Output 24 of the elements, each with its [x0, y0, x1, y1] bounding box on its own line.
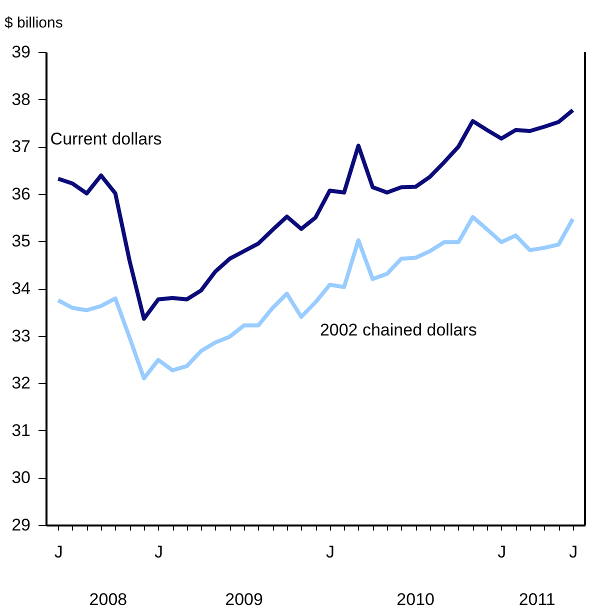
y-tick-label: 39 [12, 42, 30, 62]
y-tick-label: 35 [12, 232, 30, 251]
y-axis-title: $ billions [4, 14, 63, 32]
x-tick-label: J [326, 542, 335, 562]
y-tick-label: 33 [12, 326, 30, 346]
x-tick-label: J [498, 542, 506, 562]
y-tick-label: 38 [12, 90, 30, 109]
text: 2011 [518, 590, 556, 609]
y-tick-label: 37 [12, 137, 30, 156]
x-tick-label: J [569, 542, 578, 562]
text: 2009 [225, 590, 263, 609]
line-series [56, 215, 575, 380]
y-tick-label: 32 [12, 374, 30, 393]
x-tick-label: J [154, 542, 163, 562]
y-tick-label: 30 [12, 468, 30, 488]
series-label: 2002 chained dollars [320, 320, 477, 340]
x-tick-label: J [54, 542, 63, 562]
y-tick-label: 29 [12, 516, 30, 534]
text: 2008 [89, 590, 128, 609]
text: 2010 [396, 590, 434, 609]
y-tick-label: 31 [12, 420, 30, 440]
series-label: Current dollars [50, 129, 162, 148]
y-tick-label: 36 [12, 184, 30, 204]
y-tick-label: 34 [12, 279, 30, 298]
